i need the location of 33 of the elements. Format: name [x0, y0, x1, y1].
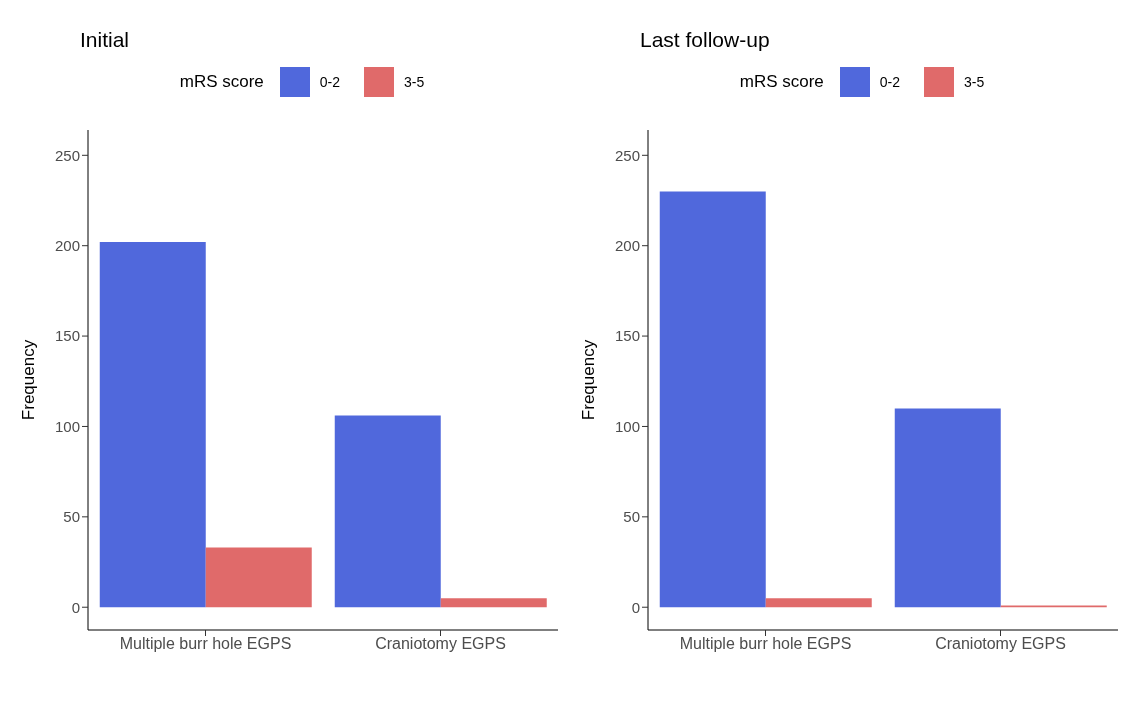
bar: [334, 415, 441, 608]
y-tick-label: 50: [623, 508, 640, 526]
legend-label: 3-5: [404, 74, 425, 90]
y-axis-title: Frequency: [579, 339, 599, 421]
legend-title: mRS score: [179, 72, 264, 92]
y-tick-label: 200: [614, 237, 640, 255]
y-tick-label: 0: [71, 598, 80, 616]
y-tick-label: 250: [614, 146, 640, 164]
bar: [205, 547, 312, 608]
y-tick-label: 150: [614, 327, 640, 345]
bar: [440, 598, 547, 608]
x-tick-label: Multiple burr hole EGPS: [119, 635, 292, 653]
legend-label: 0-2: [319, 74, 341, 90]
chart-title: Initial: [79, 27, 131, 53]
bar: [659, 191, 766, 608]
y-tick-label: 250: [54, 146, 80, 164]
legend-label: 3-5: [964, 74, 985, 90]
bar: [894, 408, 1001, 608]
y-tick-label: 50: [63, 508, 80, 526]
bar: [765, 598, 872, 608]
y-tick-label: 200: [54, 237, 80, 255]
legend-label: 0-2: [879, 74, 901, 90]
y-tick-label: 0: [631, 598, 640, 616]
y-tick-label: 150: [54, 327, 80, 345]
y-tick-label: 100: [54, 417, 80, 435]
y-tick-label: 100: [614, 417, 640, 435]
x-tick-label: Multiple burr hole EGPS: [679, 635, 852, 653]
x-tick-label: Craniotomy EGPS: [935, 635, 1066, 653]
bar: [99, 242, 206, 608]
legend-title: mRS score: [739, 72, 824, 92]
y-axis-title: Frequency: [19, 339, 39, 421]
chart-title: Last follow-up: [639, 27, 771, 53]
x-tick-label: Craniotomy EGPS: [375, 635, 506, 653]
